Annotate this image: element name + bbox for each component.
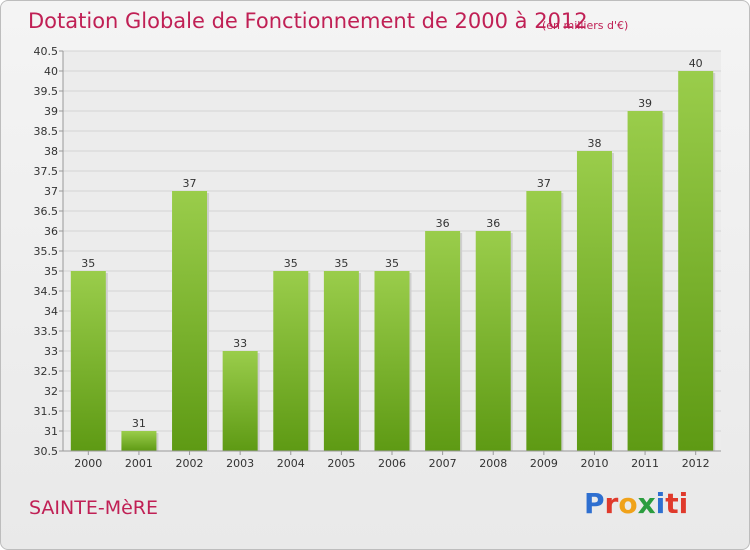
bar-value-label: 35 (81, 257, 95, 270)
bar (526, 191, 562, 451)
y-tick-label: 37 (44, 185, 58, 198)
x-tick-label: 2000 (74, 457, 102, 470)
bar-value-label: 33 (233, 337, 247, 350)
bar (627, 111, 663, 451)
bars: 35 31 37 33 35 35 35 36 36 37 38 39 40 (70, 57, 716, 451)
y-tick-label: 40.5 (34, 45, 59, 58)
x-tick-label: 2010 (580, 457, 608, 470)
y-tick-label: 35 (44, 265, 58, 278)
x-tick-label: 2008 (479, 457, 507, 470)
y-tick-label: 32 (44, 385, 58, 398)
bar-value-label: 35 (284, 257, 298, 270)
bar-value-label: 35 (385, 257, 399, 270)
x-tick-label: 2004 (277, 457, 305, 470)
y-tick-label: 39.5 (34, 85, 59, 98)
y-tick-label: 30.5 (34, 445, 59, 458)
bar-value-label: 38 (587, 137, 601, 150)
logo-letter: r (604, 487, 619, 520)
y-tick-label: 33 (44, 345, 58, 358)
y-tick-label: 36.5 (34, 205, 59, 218)
x-tick-label: 2001 (125, 457, 153, 470)
bar (425, 231, 461, 451)
x-tick-label: 2012 (682, 457, 710, 470)
y-tick-label: 37.5 (34, 165, 59, 178)
bar-value-label: 39 (638, 97, 652, 110)
bar (323, 271, 359, 451)
x-axis-ticks: 2000 2001 2002 2003 2004 2005 2006 2007 2008 2009… (74, 451, 710, 470)
chart-title: Dotation Globale de Fonctionnement de 20… (28, 9, 588, 33)
x-tick-label: 2006 (378, 457, 406, 470)
bar (121, 431, 157, 451)
y-tick-label: 34 (44, 305, 58, 318)
commune-name: SAINTE-MèRE (29, 497, 158, 519)
bar (172, 191, 208, 451)
logo-letter: i (655, 487, 666, 520)
logo-letter: ti (665, 487, 689, 520)
y-axis-ticks: 30.5 31 31.5 32 32.5 33 33.5 34 34.5 35 35.5 36 36.5… (34, 45, 63, 458)
y-tick-label: 33.5 (34, 325, 59, 338)
y-tick-label: 34.5 (34, 285, 59, 298)
x-tick-label: 2009 (530, 457, 558, 470)
y-tick-label: 36 (44, 225, 58, 238)
logo-letter: o (618, 487, 638, 520)
bar (222, 351, 258, 451)
y-tick-label: 39 (44, 105, 58, 118)
y-tick-label: 38 (44, 145, 58, 158)
x-tick-label: 2002 (176, 457, 204, 470)
bar (576, 151, 612, 451)
bar-value-label: 35 (334, 257, 348, 270)
chart-subtitle: (en milliers d'€) (542, 19, 629, 32)
y-tick-label: 38.5 (34, 125, 59, 138)
bar (374, 271, 410, 451)
y-tick-label: 31.5 (34, 405, 59, 418)
bar-value-label: 37 (537, 177, 551, 190)
x-tick-label: 2005 (327, 457, 355, 470)
logo-letter: P (584, 487, 605, 520)
x-tick-label: 2003 (226, 457, 254, 470)
bar (678, 71, 714, 451)
bar-value-label: 31 (132, 417, 146, 430)
bar-value-label: 37 (183, 177, 197, 190)
x-tick-label: 2011 (631, 457, 659, 470)
bar-value-label: 36 (486, 217, 500, 230)
y-tick-label: 32.5 (34, 365, 59, 378)
logo-letter: x (637, 487, 656, 520)
y-tick-label: 31 (44, 425, 58, 438)
bar (70, 271, 106, 451)
bar-value-label: 40 (689, 57, 703, 70)
bar (273, 271, 309, 451)
bar (475, 231, 511, 451)
y-tick-label: 40 (44, 65, 58, 78)
x-tick-label: 2007 (429, 457, 457, 470)
proxiti-logo[interactable]: Proxiti (584, 487, 688, 520)
y-tick-label: 35.5 (34, 245, 59, 258)
bar-value-label: 36 (436, 217, 450, 230)
